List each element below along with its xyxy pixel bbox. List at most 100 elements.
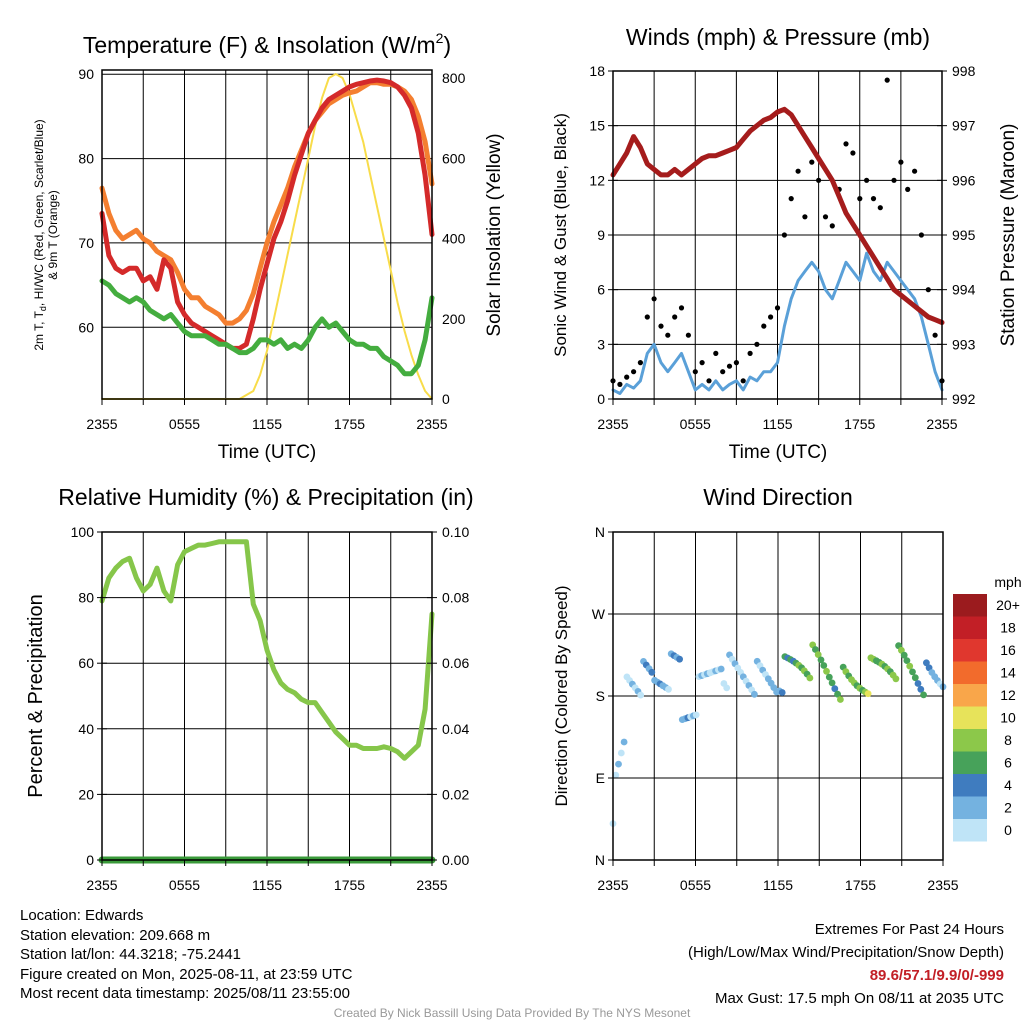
rh-ytick-label: 20 — [78, 786, 94, 802]
wdir-point — [723, 684, 731, 692]
wdir-point — [692, 711, 700, 719]
rh-ylabel-left: Percent & Precipitation — [25, 594, 47, 797]
rh-ytick-label: 80 — [78, 590, 94, 606]
winds-gust-point — [829, 223, 835, 229]
rh-chart-title: Relative Humidity (%) & Precipitation (i… — [58, 484, 473, 510]
winds-gust-point — [644, 314, 650, 320]
rh-ytick-label: 0 — [86, 852, 94, 868]
wdir-gridlines — [613, 532, 943, 860]
wdir-chart-title: Wind Direction — [703, 484, 853, 510]
winds-panel: Winds (mph) & Pressure (mb) 2355 0555 1155… — [551, 24, 1019, 463]
winds-gust-point — [631, 369, 637, 375]
rh-ytick-label: 0.06 — [442, 655, 469, 671]
winds-ytick-label: 994 — [952, 282, 976, 298]
rh-gridlines — [102, 532, 432, 860]
winds-ytick-label: 997 — [952, 118, 976, 134]
temp-xtick-label: 0555 — [169, 416, 200, 432]
wdir-ticks: 2355 0555 1155 1755 2355 N E S W N — [592, 524, 959, 893]
winds-gust-point — [891, 177, 897, 183]
winds-series-group — [610, 77, 945, 395]
winds-gust-point — [747, 350, 753, 356]
winds-ytick-label: 18 — [589, 63, 605, 79]
wdir-point — [665, 685, 672, 693]
wdir-ytick-label: S — [596, 688, 605, 704]
temp-xtick-label: 1155 — [252, 416, 282, 432]
wdir-point — [900, 651, 908, 659]
winds-gust-point — [658, 323, 664, 329]
winds-xtick-label: 0555 — [680, 416, 711, 432]
extremes-values: 89.6/57.1/9.9/0/-999 — [869, 967, 1004, 984]
temp-ytick-label: 80 — [78, 151, 94, 167]
temp-ytick-label-right: 200 — [442, 311, 466, 327]
winds-gust-point — [754, 341, 760, 347]
winds-ticks: 2355 0555 1155 1755 2355 0 3 6 9 12 15 18 992 993 994 9… — [589, 63, 975, 432]
temp-ytick-label-right: 800 — [442, 70, 466, 86]
wdir-point — [778, 689, 786, 696]
speed-legend-swatch — [953, 706, 987, 729]
rh-ytick-label: 0.08 — [442, 590, 469, 606]
wdir-point — [814, 651, 822, 658]
temperature-panel: Temperature (F) & Insolation (W/m2) 2355… — [32, 30, 505, 463]
wdir-point — [837, 696, 844, 703]
winds-xtick-label: 1755 — [844, 416, 875, 432]
extremes-subtitle: (High/Low/Max Wind/Precipitation/Snow De… — [688, 944, 1004, 961]
wdir-point — [820, 662, 828, 669]
winds-chart-title: Winds (mph) & Pressure (mb) — [626, 24, 930, 50]
winds-xtick-label: 2355 — [926, 416, 957, 432]
winds-gust-point — [713, 350, 719, 356]
max-gust: Max Gust: 17.5 mph On 08/11 at 2035 UTC — [714, 990, 1004, 1007]
winds-ytick-label: 3 — [597, 336, 605, 352]
winds-gust-point — [816, 177, 822, 183]
winds-ytick-label: 6 — [597, 282, 605, 298]
winds-gust-point — [877, 205, 883, 211]
wdir-point — [648, 668, 656, 676]
winds-ylabel-right: Station Pressure (Maroon) — [998, 124, 1019, 347]
temp-ytick-label-right: 0 — [442, 391, 450, 407]
temp-xtick-label: 1755 — [334, 416, 365, 432]
winds-gust-point — [864, 177, 870, 183]
temp-ytick-label: 70 — [78, 235, 94, 251]
recent-timestamp: Most recent data timestamp: 2025/08/11 2… — [20, 985, 350, 1002]
speed-legend-swatch — [953, 774, 987, 797]
winds-gust-point — [822, 214, 829, 220]
rh-ticks: 2355 0555 1155 1755 2355 0 20 40 60 80 100 0.00 0.02… — [71, 524, 470, 893]
winds-gust-point — [774, 305, 781, 311]
winds-gust-point — [932, 332, 938, 338]
winds-gust-point — [624, 374, 630, 380]
winds-ytick-label: 0 — [597, 391, 605, 407]
temp-series-orange9m — [99, 80, 435, 326]
speed-legend-title: mph — [994, 574, 1021, 590]
winds-gust-point — [637, 360, 644, 366]
speed-legend-label: 2 — [1004, 800, 1012, 816]
rh-series-rh — [99, 539, 435, 761]
wind-direction-panel: Wind Direction 2355 0555 1155 1755 2355 N E S W N… — [552, 484, 1022, 893]
winds-gust-point — [726, 363, 733, 369]
temp-ticks: 2355 0555 1155 1755 2355 60 70 80 90 0 200 400 600 80… — [78, 66, 465, 432]
speed-legend-label: 0 — [1004, 822, 1012, 838]
rh-ytick-label: 40 — [78, 721, 94, 737]
speed-legend-swatch — [953, 639, 987, 662]
temp-chart-title: Temperature (F) & Insolation (W/m2) — [83, 30, 451, 58]
temp-xtick-label: 2355 — [416, 416, 447, 432]
temp-series-green_td — [99, 278, 435, 377]
winds-gust-point — [795, 168, 801, 174]
wdir-point — [892, 675, 900, 683]
temp-ylabel-left: 2m T, Td, HI/WC (Red, Green, Scarlet/Blu… — [32, 119, 48, 350]
wdir-point — [834, 690, 841, 698]
winds-gridlines — [613, 71, 942, 399]
rh-xtick-label: 2355 — [416, 877, 447, 893]
temp-xtick-label: 2355 — [86, 416, 117, 432]
rh-ytick-label: 60 — [78, 655, 94, 671]
wdir-xtick-label: 1155 — [763, 877, 793, 893]
speed-legend-label: 18 — [1000, 620, 1016, 636]
wdir-points-group — [609, 641, 947, 827]
winds-gust-point — [843, 141, 849, 147]
station-latlon: Station lat/lon: 44.3218; -75.2441 — [20, 946, 242, 963]
wdir-xtick-label: 2355 — [927, 877, 958, 893]
rh-ytick-label: 0.10 — [442, 524, 469, 540]
winds-gust-point — [699, 360, 705, 366]
temp-ylabel-right: Solar Insolation (Yellow) — [484, 133, 505, 336]
winds-gust-point — [692, 369, 698, 375]
wdir-point — [612, 771, 620, 779]
